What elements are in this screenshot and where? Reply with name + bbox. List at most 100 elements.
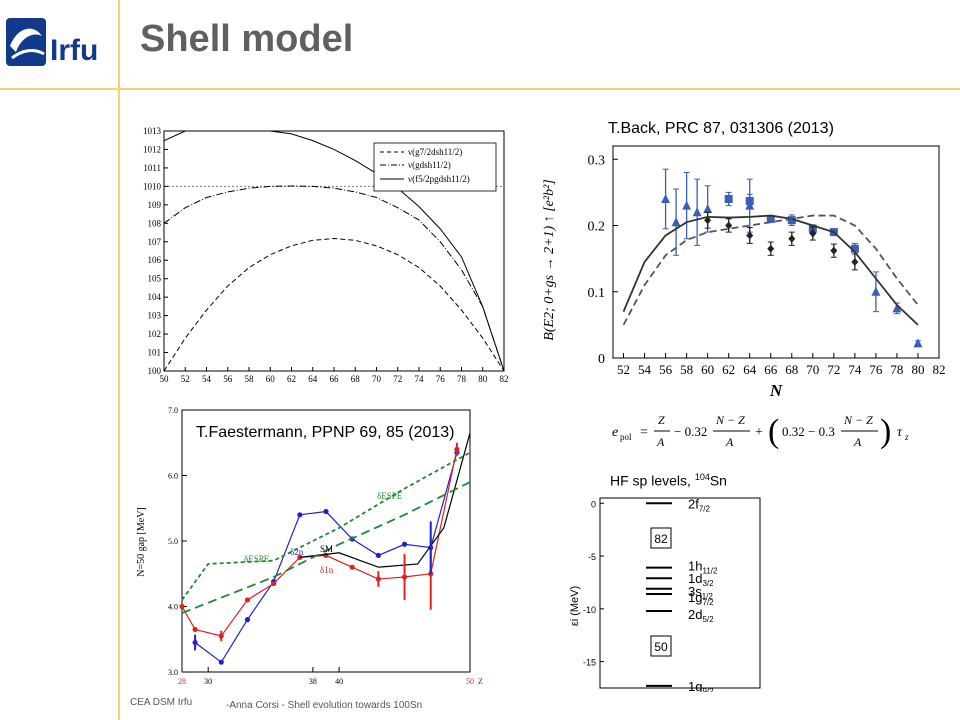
svg-text:(: ( (768, 413, 779, 450)
svg-text:Z: Z (658, 413, 665, 427)
svg-text:+: + (755, 425, 763, 440)
svg-text:z: z (904, 432, 909, 442)
y-tick-label: 5.0 (168, 537, 178, 546)
y-tick-label: 104 (148, 292, 162, 302)
gap-point (297, 554, 303, 560)
data-point-diamond (767, 244, 775, 253)
data-point-triangle (682, 200, 692, 210)
gap-label-50: 50 (654, 640, 668, 654)
y-tick-label: -5 (588, 552, 596, 562)
x-tick-label: 70 (806, 362, 819, 377)
x-tick-label: 82 (933, 362, 946, 377)
reference-faestermann: T.Faestermann, PPNP 69, 85 (2013) (196, 424, 455, 441)
series-line-1 (163, 238, 505, 372)
gap-y-ticks: 3.0 4.0 5.0 6.0 7.0 (168, 406, 187, 677)
hf-y-label: εi (MeV) (569, 586, 581, 626)
gap-box-50 (650, 635, 672, 657)
x-tick-label: 50 (160, 374, 170, 384)
data-point-triangle (692, 207, 702, 217)
x-tick-label: 60 (701, 362, 714, 377)
y-tick-label: 108 (148, 218, 162, 228)
x-tick-label: 56 (223, 374, 233, 384)
irfu-logo: Irfu (6, 18, 98, 67)
svg-text:): ) (880, 413, 891, 450)
header-vertical-divider (118, 0, 120, 720)
hf-mass: 104 (694, 472, 710, 482)
x-tick-label: 38 (309, 677, 317, 686)
header-horizontal-divider (0, 88, 960, 90)
log-plot-y-ticks: 100 101 102 103 104 105 106 107 108 109 1010 1011 10… (143, 126, 168, 376)
data-point-triangle (671, 217, 681, 227)
y-tick-label: 3.0 (168, 668, 178, 677)
y-tick-label: 6.0 (168, 472, 178, 481)
x-tick-label: 28 (178, 677, 186, 686)
x-tick-label: 54 (638, 362, 652, 377)
svg-text:τ: τ (897, 425, 903, 440)
y-tick-label: 107 (148, 237, 162, 247)
x-tick-label: 80 (911, 362, 924, 377)
be2-plot-frame (612, 145, 940, 359)
svg-text:A: A (725, 435, 734, 449)
svg-text:N − Z: N − Z (843, 413, 873, 427)
y-tick-label: 102 (148, 329, 162, 339)
gap-point (244, 597, 251, 603)
data-point-diamond (746, 231, 754, 240)
data-point-triangle (892, 303, 902, 313)
reference-hf: HF sp levels, 104Sn (610, 472, 727, 489)
gap-label-82: 82 (654, 532, 668, 546)
gap-point (297, 512, 303, 518)
x-tick-label: 54 (202, 374, 212, 384)
x-tick-label: 30 (204, 677, 212, 686)
gap-box-82 (650, 527, 672, 549)
data-point-diamond (830, 246, 838, 255)
y-tick-label: 0.2 (588, 220, 606, 235)
data-point-diamond (725, 221, 733, 230)
legend-series-2: ν(gdsh11/2) (408, 160, 451, 170)
x-tick-label: 52 (617, 362, 630, 377)
footer-center: -Anna Corsi - Shell evolution towards 10… (226, 700, 423, 711)
series-line-3 (163, 130, 505, 372)
legend-series-3: ν(f5/2pgdsh11/2) (408, 174, 470, 184)
x-tick-label: 64 (308, 374, 318, 384)
x-tick-label: 66 (764, 362, 778, 377)
gap-point (375, 552, 381, 559)
logo-text: Irfu (50, 34, 98, 67)
svg-text:A: A (656, 435, 665, 449)
svg-text:e: e (612, 425, 618, 440)
y-tick-label: 7.0 (168, 406, 178, 415)
data-point-diamond (704, 216, 712, 225)
data-point-triangle (871, 286, 881, 296)
footer-left: CEA DSM Irfu (130, 697, 193, 708)
gap-x-ticks: 28 30 38 40 50 Z (178, 667, 483, 686)
log-plot-x-ticks: 50 52 54 56 58 60 62 64 66 68 70 72 74 76 78 80 82 (160, 367, 509, 384)
theory-curve-4 (622, 214, 919, 326)
x-tick-label: 72 (827, 362, 840, 377)
x-tick-label: 62 (722, 362, 735, 377)
x-axis-label: Z (478, 677, 483, 686)
data-point-square (766, 214, 775, 223)
epol-formula: e pol = Z A − 0.32 N − Z A + ( 0.32 − 0.… (612, 413, 909, 450)
be2-x-label: N (769, 381, 783, 400)
x-tick-label: 82 (500, 374, 509, 384)
x-tick-label: 78 (890, 362, 903, 377)
hf-levels-plot: εi (MeV) 0-5-10-15 2f7/21h11/21d3/23s1/2… (569, 496, 761, 692)
label-sm: SM (320, 544, 333, 554)
x-tick-label: 40 (335, 677, 343, 686)
gap-plot-frame (181, 409, 471, 673)
x-tick-label: 56 (659, 362, 673, 377)
label-despe-upper: δESPE (377, 491, 403, 501)
y-tick-label: 105 (148, 274, 162, 284)
svg-text:=: = (640, 425, 648, 440)
data-point-diamond (851, 257, 859, 266)
x-tick-label: 80 (478, 374, 488, 384)
y-tick-label: -10 (583, 605, 596, 615)
svg-text:pol: pol (620, 432, 632, 442)
x-tick-label: 68 (351, 374, 361, 384)
data-point-triangle (661, 194, 671, 203)
theory-curve-3 (622, 214, 919, 326)
x-tick-label: 64 (743, 362, 757, 377)
x-tick-label: 52 (181, 374, 190, 384)
x-tick-label: 74 (415, 374, 425, 384)
svg-text:0.32 − 0.3: 0.32 − 0.3 (782, 424, 835, 439)
gap-point (244, 617, 251, 623)
